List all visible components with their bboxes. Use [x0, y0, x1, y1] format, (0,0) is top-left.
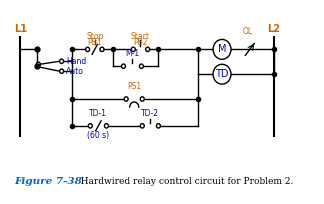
Circle shape [122, 64, 125, 68]
Circle shape [36, 62, 40, 67]
Circle shape [100, 47, 104, 52]
Circle shape [104, 124, 109, 128]
Text: PS1: PS1 [127, 82, 141, 91]
Text: Hand: Hand [66, 57, 87, 66]
Circle shape [213, 64, 231, 84]
Circle shape [140, 97, 144, 101]
Text: L2: L2 [268, 24, 281, 34]
Text: L1: L1 [14, 24, 27, 34]
Circle shape [86, 47, 90, 52]
Text: M-1: M-1 [125, 49, 140, 58]
Text: TD-1: TD-1 [89, 109, 107, 118]
Circle shape [213, 39, 231, 59]
Text: Stop: Stop [86, 32, 103, 41]
Text: OL: OL [243, 28, 253, 37]
Text: M: M [218, 44, 226, 54]
Text: TD: TD [215, 69, 229, 79]
Text: Start: Start [131, 32, 150, 41]
Circle shape [146, 47, 150, 52]
Circle shape [139, 64, 143, 68]
Circle shape [131, 47, 135, 52]
Circle shape [88, 124, 92, 128]
Text: Auto: Auto [66, 67, 84, 76]
Text: (60 s): (60 s) [87, 131, 110, 140]
Circle shape [60, 69, 64, 73]
Text: PB2: PB2 [133, 38, 148, 48]
Circle shape [60, 59, 64, 63]
Text: Hardwired relay control circuit for Problem 2.: Hardwired relay control circuit for Prob… [72, 177, 294, 186]
Circle shape [156, 124, 160, 128]
Circle shape [124, 97, 128, 101]
Circle shape [140, 124, 144, 128]
Text: Figure 7-38: Figure 7-38 [14, 177, 82, 186]
Text: TD-2: TD-2 [141, 109, 159, 118]
Text: PB1: PB1 [87, 38, 102, 48]
